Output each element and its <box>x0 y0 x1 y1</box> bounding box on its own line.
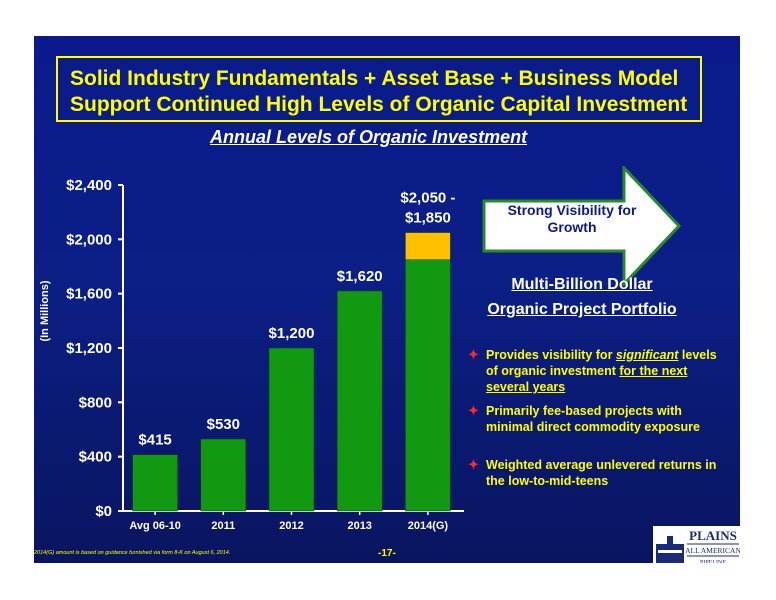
y-axis-label: (In Millions) <box>39 280 51 341</box>
data-label: $530 <box>207 416 240 433</box>
logo-text-2: ALL AMERICAN <box>685 546 740 555</box>
page-number: -17- <box>378 548 396 559</box>
x-tick-label: Avg 06-10 <box>129 520 181 532</box>
bar-chart: $0 $400 $800 $1,200 $1,600 $2,000 $2,400 Avg 06… <box>39 177 464 532</box>
title-line-1: Solid Industry Fundamentals + Asset Base… <box>70 67 679 90</box>
star-bullet-icon: ✦ <box>468 457 479 472</box>
data-label: $415 <box>138 432 171 449</box>
bar-base <box>268 347 315 512</box>
chart-bars <box>132 232 451 512</box>
star-bullet-icon: ✦ <box>468 403 479 418</box>
bullet-text: Weighted average unlevered returns in th… <box>486 458 717 488</box>
footnote: 2014(G) amount is based on guidance furn… <box>34 550 231 556</box>
chart-subtitle: Annual Levels of Organic Investment <box>210 127 528 147</box>
data-label: $1,200 <box>269 325 315 342</box>
callout-arrow <box>482 166 682 286</box>
portfolio-heading: Multi-Billion Dollar Organic Project Por… <box>464 272 700 322</box>
y-tick-label: $2,400 <box>66 177 112 194</box>
x-tick-label: 2013 <box>347 520 371 532</box>
y-tick-label: $2,000 <box>66 231 112 248</box>
portfolio-line-2: Organic Project Portfolio <box>487 301 677 318</box>
bullet-text-part: Provides visibility for <box>486 348 616 362</box>
y-tick-label: $400 <box>79 449 112 466</box>
bullet-text: Provides visibility for significant leve… <box>486 347 720 395</box>
data-label: $1,850 <box>405 210 451 227</box>
star-bullet-icon: ✦ <box>468 347 479 362</box>
y-tick-label: $800 <box>79 394 112 411</box>
bar-base <box>200 438 247 512</box>
chart-labels: $415 $530 $1,200 $1,620 $2,050 - $1,850 <box>138 190 455 449</box>
bar-base <box>132 454 178 512</box>
bullet-emphasis: significant <box>615 348 679 362</box>
bar-range <box>405 232 451 260</box>
bar-base <box>336 290 383 512</box>
logo-text-1: PLAINS <box>689 528 737 543</box>
chart-axes: $0 $400 $800 $1,200 $1,600 $2,000 $2,400 Avg 06… <box>66 177 464 532</box>
y-tick-label: $1,200 <box>66 340 112 357</box>
x-tick-label: 2014(G) <box>408 520 449 532</box>
bar-base <box>405 259 451 512</box>
bullet-text-part: levels of organic investment <box>486 348 717 378</box>
title-box: Solid Industry Fundamentals + Asset Base… <box>56 56 702 122</box>
callout-text: Strong Visibility for Growth <box>507 202 637 235</box>
title-line-2: Support Continued High Levels of Organic… <box>70 93 688 116</box>
x-tick-label: 2011 <box>211 520 235 532</box>
data-label: $2,050 - <box>400 190 455 207</box>
plains-logo: PLAINS ALL AMERICAN PIPELINE <box>653 526 740 563</box>
logo-text-3: PIPELINE <box>700 560 726 563</box>
x-tick-label: 2012 <box>279 520 303 532</box>
y-tick-label: $1,600 <box>66 286 112 303</box>
data-label: $1,620 <box>337 268 383 285</box>
portfolio-line-1: Multi-Billion Dollar <box>511 276 653 293</box>
slide: Solid Industry Fundamentals + Asset Base… <box>34 36 740 563</box>
bullet-underlined: for the next several years <box>486 364 688 394</box>
bullet-text: Primarily fee-based projects with minima… <box>486 404 700 434</box>
y-tick-label: $0 <box>95 503 112 520</box>
